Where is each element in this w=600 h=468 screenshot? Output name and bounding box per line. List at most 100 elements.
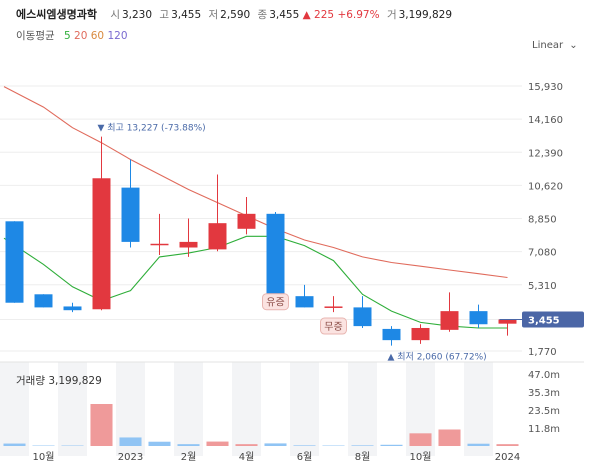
candle-body bbox=[469, 311, 488, 325]
volume-bar bbox=[264, 443, 287, 446]
time-tick-label: 2024 bbox=[495, 452, 520, 463]
volume-band bbox=[174, 362, 203, 456]
candle-body bbox=[150, 243, 169, 246]
candle-body bbox=[34, 294, 53, 308]
price-tick-label: 5,310 bbox=[528, 281, 557, 292]
volume-bar bbox=[235, 444, 258, 446]
time-tick-label: 2023 bbox=[118, 452, 143, 463]
stock-header: 에스씨엠생명과학 시 3,230 고 3,455 저 2,590 종 3,455 ▲ 2… bbox=[0, 0, 600, 58]
volume-band bbox=[232, 362, 261, 456]
volume-bar bbox=[409, 433, 432, 446]
event-bubble-bg bbox=[320, 317, 347, 335]
close-value: 3,455 bbox=[269, 9, 300, 21]
time-tick-label: 4월 bbox=[239, 451, 255, 463]
ma20-line bbox=[3, 86, 508, 279]
time-tick-label: 8월 bbox=[355, 451, 371, 463]
volume-bar bbox=[90, 404, 113, 446]
current-price-marker: 3,455 bbox=[499, 311, 584, 328]
price-tick-label: 15,930 bbox=[528, 82, 563, 93]
volume-tick-label: 11.8m bbox=[528, 424, 560, 435]
candle-body bbox=[5, 221, 24, 303]
scale-label: Linear bbox=[532, 40, 564, 51]
change-percent: +6.97% bbox=[337, 9, 380, 21]
volume-bar bbox=[438, 429, 461, 446]
moving-average-legend: 이동평균 5 20 60 120 bbox=[16, 28, 128, 43]
chevron-down-icon: ⌄ bbox=[569, 40, 578, 51]
event-bubble-text: 무증 bbox=[324, 321, 342, 333]
time-tick-label: 10월 bbox=[33, 451, 55, 463]
ma-60-toggle[interactable]: 60 bbox=[90, 30, 105, 42]
candle-body bbox=[92, 178, 111, 310]
time-tick-label: 10월 bbox=[410, 451, 432, 463]
volume-panel: 거래량 3,199,829 47.0m 35.3m 23.5m 11.8m bbox=[0, 361, 584, 446]
volume-bar bbox=[3, 443, 26, 446]
open-label: 시 bbox=[110, 9, 120, 21]
volume-tick-label: 35.3m bbox=[528, 388, 560, 399]
price-gridlines bbox=[0, 85, 522, 352]
candle-body bbox=[353, 307, 372, 327]
time-tick-label: 6월 bbox=[297, 451, 313, 463]
candle-body bbox=[411, 327, 430, 341]
ma-5-toggle[interactable]: 5 bbox=[63, 30, 71, 42]
candle-body bbox=[121, 187, 140, 242]
volume-tick-label: 47.0m bbox=[528, 370, 560, 381]
low-label: 저 bbox=[208, 9, 219, 21]
high-annotation: ▼ 최고 13,227 (-73.88%) bbox=[98, 123, 206, 134]
candle-body bbox=[440, 311, 459, 330]
candle-body bbox=[266, 213, 285, 297]
price-tick-label: 10,620 bbox=[528, 181, 563, 192]
candle-body bbox=[63, 306, 82, 311]
volume-value: 3,199,829 bbox=[398, 9, 453, 21]
current-price-box bbox=[522, 311, 584, 328]
volume-band bbox=[58, 362, 87, 456]
price-summary-row: 에스씨엠생명과학 시 3,230 고 3,455 저 2,590 종 3,455 ▲ 2… bbox=[16, 6, 452, 22]
candle-body bbox=[179, 241, 198, 248]
ma-title: 이동평균 bbox=[16, 30, 55, 42]
candlesticks bbox=[5, 136, 517, 346]
low-annotation: ▲ 최저 2,060 (67.72%) bbox=[388, 352, 487, 363]
time-axis: 10월 2023 2월 4월 6월 8월 10월 2024 bbox=[33, 451, 521, 463]
event-bubble-bg bbox=[262, 293, 289, 311]
price-tick-label: 14,160 bbox=[528, 115, 563, 126]
volume-bar bbox=[293, 445, 316, 446]
scale-dropdown[interactable]: Linear ⌄ bbox=[532, 40, 578, 51]
volume-title: 거래량 3,199,829 bbox=[16, 375, 102, 387]
high-value: 3,455 bbox=[171, 9, 202, 21]
moving-average-lines bbox=[3, 86, 508, 329]
price-tick-label: 12,390 bbox=[528, 148, 563, 159]
volume-bar bbox=[148, 441, 171, 446]
volume-bar bbox=[380, 444, 403, 446]
close-label: 종 bbox=[257, 9, 268, 21]
price-tick-label: 7,080 bbox=[528, 248, 557, 259]
open-value: 3,230 bbox=[121, 9, 153, 21]
volume-band bbox=[0, 362, 29, 456]
volume-label: 거 bbox=[386, 9, 397, 21]
volume-bar bbox=[206, 441, 229, 446]
price-tick-label: 1,770 bbox=[528, 347, 557, 358]
candle-body bbox=[382, 328, 401, 341]
candle-body bbox=[324, 306, 343, 308]
ma5-line bbox=[3, 235, 508, 329]
volume-band bbox=[348, 362, 377, 456]
candle-body bbox=[208, 223, 227, 250]
current-price-label: 3,455 bbox=[528, 315, 560, 326]
price-tick-label: 8,850 bbox=[528, 215, 557, 226]
ma-20-toggle[interactable]: 20 bbox=[74, 30, 88, 42]
volume-tick-label: 23.5m bbox=[528, 406, 560, 417]
chart-annotations: ▼ 최고 13,227 (-73.88%) ▲ 최저 2,060 (67.72%)… bbox=[98, 123, 487, 363]
candle-body bbox=[295, 296, 314, 308]
volume-bar bbox=[119, 437, 142, 446]
event-bubble-text: 유증 bbox=[266, 297, 284, 309]
volume-band bbox=[290, 362, 319, 456]
ma-120-toggle[interactable]: 120 bbox=[107, 30, 128, 42]
volume-band bbox=[464, 362, 493, 456]
volume-bar bbox=[177, 444, 200, 446]
volume-bar bbox=[467, 443, 490, 446]
stock-name: 에스씨엠생명과학 bbox=[16, 8, 97, 21]
volume-bar bbox=[496, 444, 519, 446]
candle-body bbox=[498, 319, 517, 324]
low-value: 2,590 bbox=[220, 9, 251, 21]
high-label: 고 bbox=[159, 9, 170, 21]
volume-bar bbox=[351, 445, 374, 446]
